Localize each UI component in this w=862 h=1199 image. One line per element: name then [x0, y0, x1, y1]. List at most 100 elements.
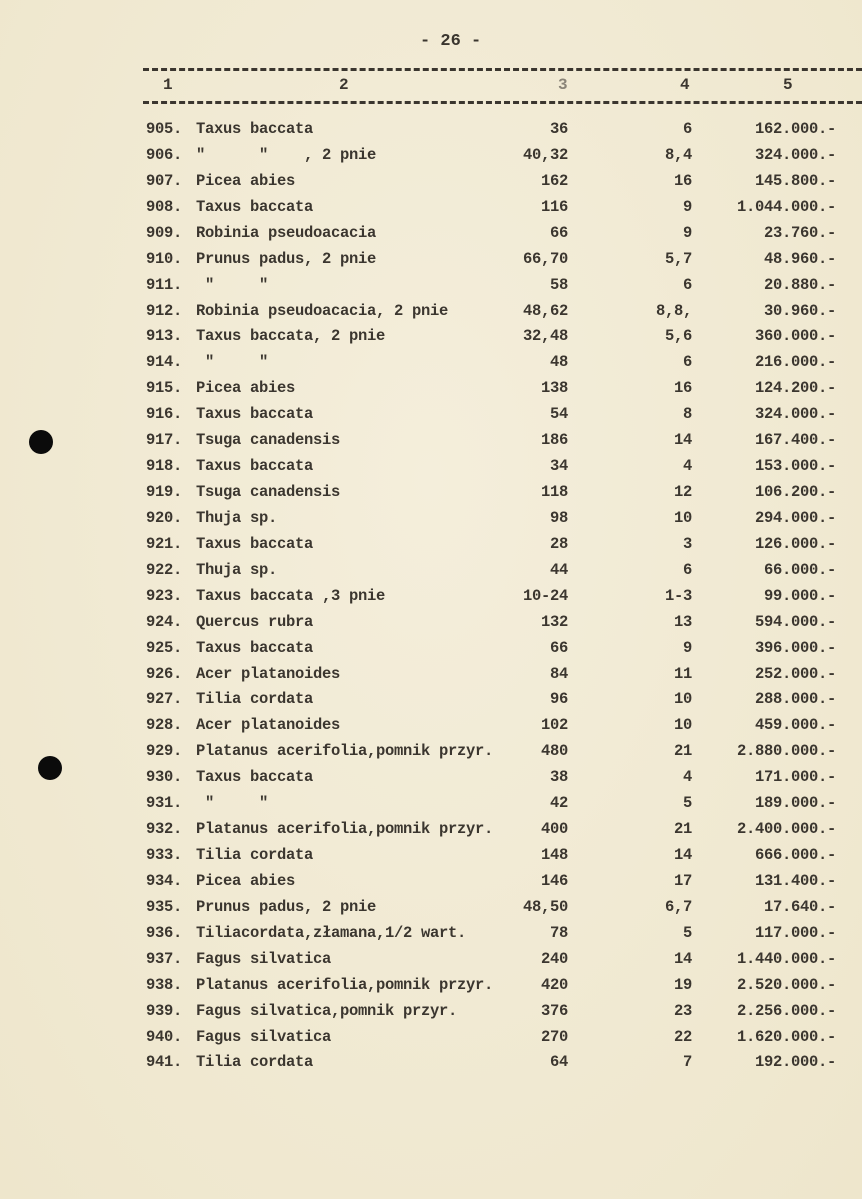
column-5-value: 360.000.- — [754, 327, 836, 346]
row-number: 919. — [146, 483, 183, 502]
column-4-value: 6 — [682, 275, 692, 294]
row-number: 909. — [146, 223, 183, 242]
column-3-value: 48,50 — [522, 897, 568, 916]
punch-hole — [38, 756, 62, 780]
species-name: Tilia cordata — [196, 690, 314, 709]
row-number: 923. — [146, 586, 183, 605]
column-4-value: 10 — [673, 690, 692, 709]
column-5-value: 162.000.- — [754, 120, 836, 138]
column-3-value: 146 — [540, 871, 568, 890]
column-3-value: 84 — [549, 664, 568, 683]
column-5-value: 48.960.- — [763, 249, 836, 268]
column-5-value: 396.000.- — [754, 638, 836, 657]
column-5-value: 145.800.- — [754, 171, 836, 190]
species-name: Thuja sp. — [196, 508, 278, 527]
column-3-value: 118 — [540, 483, 568, 502]
table-row: 934. Picea abies 146 17 131.400.- — [0, 872, 862, 896]
column-header-4: 4 — [680, 76, 690, 94]
column-5-value: 66.000.- — [763, 560, 836, 579]
column-4-value: 11 — [673, 664, 692, 683]
row-number: 933. — [146, 846, 183, 865]
column-4-value: 23 — [673, 1001, 692, 1020]
table-row: 910. Prunus padus, 2 pnie 66,70 5,7 48.960.- — [0, 250, 862, 274]
column-5-value: 2.880.000.- — [736, 742, 836, 761]
species-name: Picea abies — [196, 871, 296, 890]
column-3-value: 116 — [540, 197, 568, 216]
table-row: 937. Fagus silvatica 240 14 1.440.000.- — [0, 950, 862, 974]
column-4-value: 14 — [673, 949, 692, 968]
column-4-value: 16 — [673, 379, 692, 398]
column-5-value: 288.000.- — [754, 690, 836, 709]
column-3-value: 10-24 — [522, 586, 568, 605]
species-name: Fagus silvatica,pomnik przyr. — [196, 1001, 458, 1020]
species-name: Prunus padus, 2 pnie — [196, 897, 377, 916]
column-3-value: 162 — [540, 171, 568, 190]
column-3-value: 186 — [540, 431, 568, 450]
species-name: Acer platanoides — [196, 664, 341, 683]
row-number: 937. — [146, 949, 183, 968]
row-number: 913. — [146, 327, 183, 346]
row-number: 912. — [146, 301, 183, 320]
species-name: Taxus baccata — [196, 197, 314, 216]
species-name: " " — [196, 275, 269, 294]
column-5-value: 131.400.- — [754, 871, 836, 890]
table-row: 933. Tilia cordata 148 14 666.000.- — [0, 846, 862, 870]
column-3-value: 58 — [549, 275, 568, 294]
table-row: 906. " " , 2 pnie 40,32 8,4 324.000.- — [0, 146, 862, 170]
row-number: 914. — [146, 353, 183, 372]
column-5-value: 124.200.- — [754, 379, 836, 398]
column-4-value: 16 — [673, 171, 692, 190]
species-name: Tsuga canadensis — [196, 483, 341, 502]
table-row: 917. Tsuga canadensis 186 14 167.400.- — [0, 431, 862, 455]
row-number: 908. — [146, 197, 183, 216]
row-number: 927. — [146, 690, 183, 709]
column-4-value: 6 — [682, 120, 692, 138]
column-5-value: 192.000.- — [754, 1053, 836, 1072]
species-name: Taxus baccata — [196, 638, 314, 657]
column-4-value: 4 — [682, 457, 692, 476]
species-name: Fagus silvatica — [196, 949, 332, 968]
column-5-value: 153.000.- — [754, 457, 836, 476]
column-4-value: 21 — [673, 820, 692, 839]
page-number: - 26 - — [420, 32, 482, 51]
column-5-value: 167.400.- — [754, 431, 836, 450]
column-3-value: 132 — [540, 612, 568, 631]
species-name: Platanus acerifolia,pomnik przyr. — [196, 820, 494, 839]
row-number: 932. — [146, 820, 183, 839]
species-name: " " , 2 pnie — [196, 145, 377, 164]
column-4-value: 4 — [682, 768, 692, 787]
header-rule-top — [143, 68, 862, 71]
row-number: 925. — [146, 638, 183, 657]
table-row: 931. " " 42 5 189.000.- — [0, 794, 862, 818]
column-3-value: 148 — [540, 846, 568, 865]
table-row: 919. Tsuga canadensis 118 12 106.200.- — [0, 483, 862, 507]
column-3-value: 36 — [549, 120, 568, 138]
species-name: Quercus rubra — [196, 612, 314, 631]
column-3-value: 48,62 — [522, 301, 568, 320]
column-4-value: 22 — [673, 1027, 692, 1046]
table-row: 921. Taxus baccata 28 3 126.000.- — [0, 535, 862, 559]
column-3-value: 34 — [549, 457, 568, 476]
species-name: Platanus acerifolia,pomnik przyr. — [196, 975, 494, 994]
table-row: 918. Taxus baccata 34 4 153.000.- — [0, 457, 862, 481]
column-4-value: 7 — [682, 1053, 692, 1072]
column-header-1: 1 — [163, 76, 173, 94]
row-number: 934. — [146, 871, 183, 890]
row-number: 916. — [146, 405, 183, 424]
table-row: 929. Platanus acerifolia,pomnik przyr. 480… — [0, 742, 862, 766]
species-name: Picea abies — [196, 171, 296, 190]
column-4-value: 1-3 — [664, 586, 692, 605]
column-5-value: 2.520.000.- — [736, 975, 836, 994]
species-name: Tiliacordata,złamana,1/2 wart. — [196, 923, 467, 942]
column-5-value: 17.640.- — [763, 897, 836, 916]
row-number: 935. — [146, 897, 183, 916]
column-3-value: 270 — [540, 1027, 568, 1046]
row-number: 928. — [146, 716, 183, 735]
column-3-value: 240 — [540, 949, 568, 968]
column-4-value: 14 — [673, 846, 692, 865]
column-3-value: 78 — [549, 923, 568, 942]
column-3-value: 400 — [540, 820, 568, 839]
column-4-value: 13 — [673, 612, 692, 631]
column-4-value: 19 — [673, 975, 692, 994]
column-3-value: 38 — [549, 768, 568, 787]
